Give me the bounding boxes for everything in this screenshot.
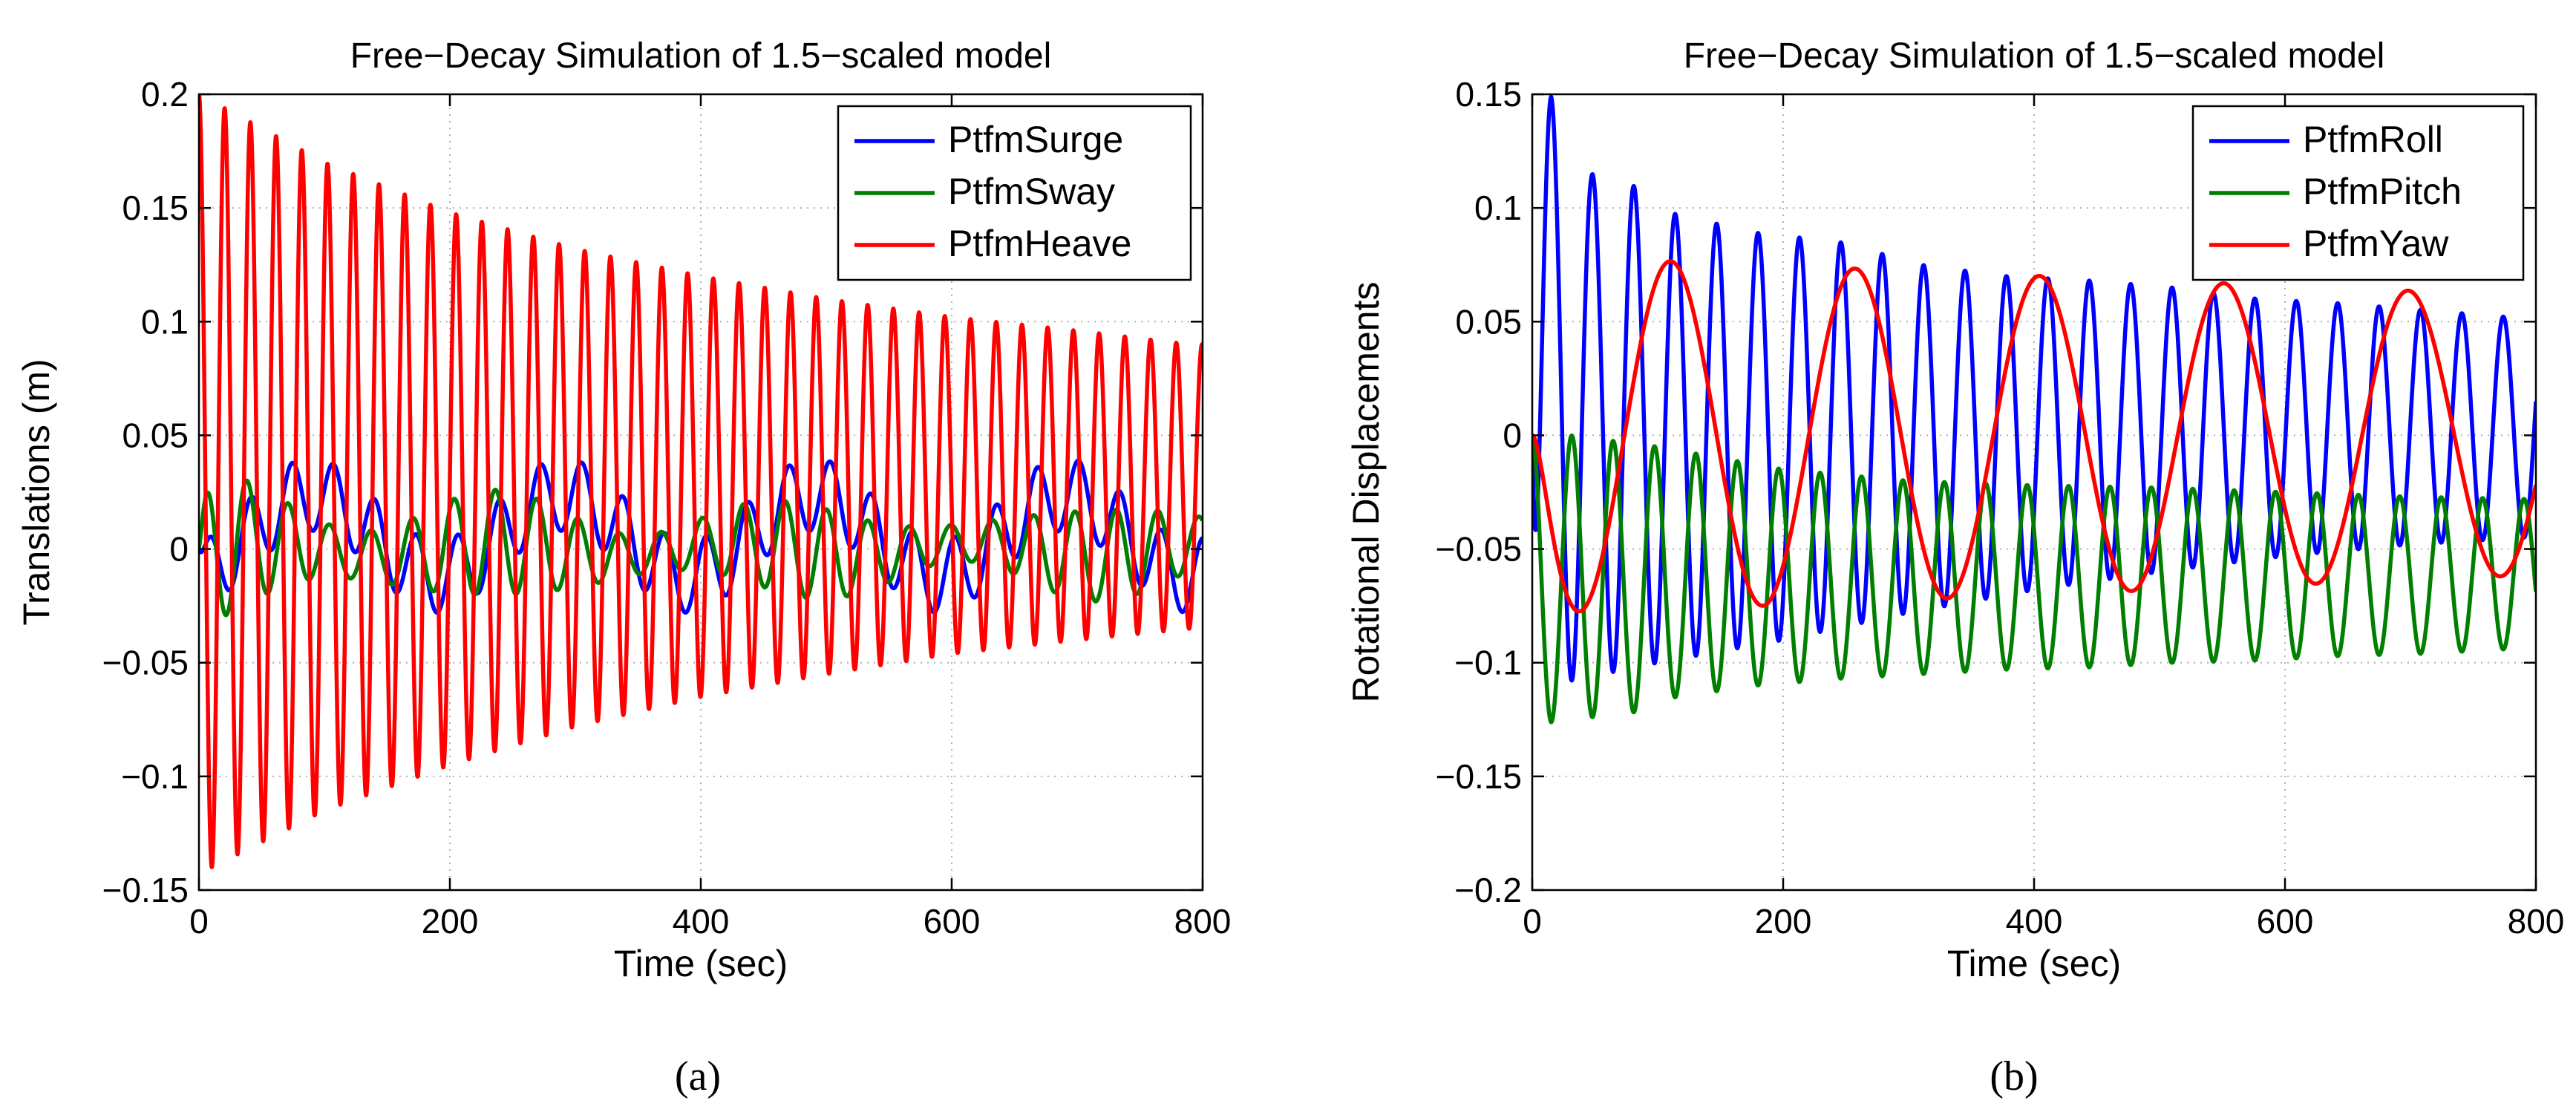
y-tick-label: −0.2 [1454,871,1522,909]
chart-title: Free−Decay Simulation of 1.5−scaled mode… [1684,36,2385,76]
y-axis-label: Rotational Displacements [1345,282,1387,703]
legend-label-ptfmroll: PtfmRoll [2303,119,2443,160]
y-tick-label: 0.15 [122,189,189,227]
legend-label-ptfmsway: PtfmSway [948,171,1115,212]
y-tick-label: 0 [1503,416,1522,454]
y-tick-label: −0.05 [102,644,189,682]
x-tick-label: 200 [1755,902,1812,941]
y-tick-label: 0.1 [141,302,189,341]
series-group [199,94,1203,869]
chart-panel-a: 0 200 400 600 800 −0.15 −0.1 −0.05 0 0.05 0.1 0.15 0… [16,36,1231,984]
x-tick-label: 800 [2508,902,2565,941]
x-axis-label: Time (sec) [1947,943,2121,984]
legend-label-ptfmyaw: PtfmYaw [2303,223,2449,264]
x-axis-label: Time (sec) [614,943,788,984]
series-line-ptfmsway [199,478,1203,618]
y-tick-label: 0.2 [141,75,189,114]
y-tick-label: 0 [169,530,189,569]
y-tick-label: 0.05 [1455,302,1522,341]
caption-a: (a) [675,1053,721,1099]
x-tick-label: 800 [1174,902,1232,941]
y-tick-label: −0.05 [1436,530,1522,569]
y-tick-label: 0.15 [1455,75,1522,114]
x-tick-label: 0 [189,902,209,941]
x-tick-label: 400 [2006,902,2063,941]
y-axis-label: Translations (m) [16,359,57,625]
y-tick-label: 0.05 [122,416,189,454]
caption-b: (b) [1990,1053,2038,1099]
chart-panel-b: 0 200 400 600 800 −0.2 −0.15 −0.1 −0.05 0 0.05 0.1 0… [1345,36,2564,984]
series-line-ptfmheave [199,94,1203,869]
x-tick-label: 400 [673,902,730,941]
series-line-ptfmpitch [1532,434,2536,725]
x-tick-label: 200 [422,902,479,941]
series-line-ptfmyaw [1532,259,2536,614]
series-group [1532,94,2536,725]
y-tick-label: −0.15 [102,871,189,909]
y-tick-label: −0.15 [1436,757,1522,796]
y-tick-label: −0.1 [1454,644,1522,682]
legend-label-ptfmheave: PtfmHeave [948,223,1131,264]
x-tick-label: 600 [2257,902,2314,941]
chart-title: Free−Decay Simulation of 1.5−scaled mode… [350,36,1052,76]
y-tick-label: −0.1 [121,757,189,796]
x-tick-label: 0 [1523,902,1542,941]
legend-label-ptfmpitch: PtfmPitch [2303,171,2462,212]
y-tick-label: 0.1 [1474,189,1522,227]
series-line-ptfmsurge [199,458,1203,615]
x-tick-label: 600 [923,902,981,941]
legend-label-ptfmsurge: PtfmSurge [948,119,1123,160]
